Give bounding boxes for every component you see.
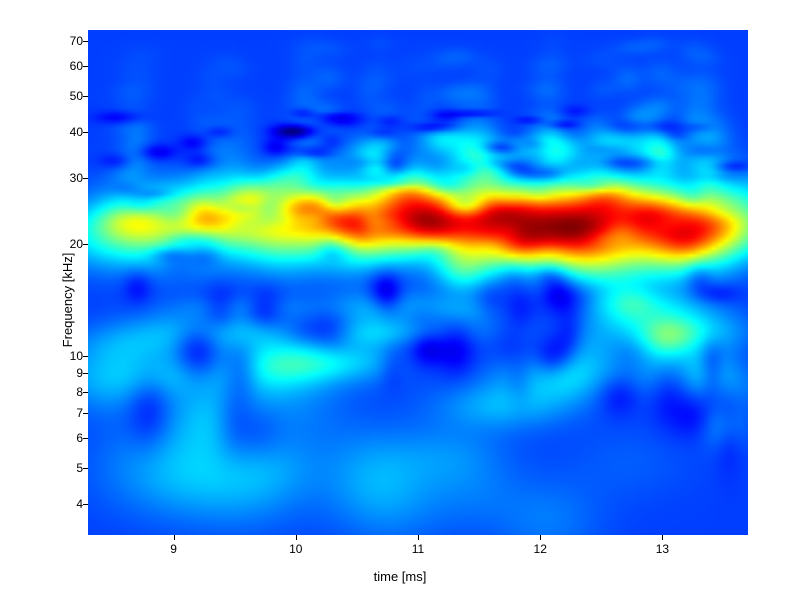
x-tick-mark [296, 535, 297, 540]
y-tick-mark [83, 373, 88, 374]
y-tick-mark [83, 438, 88, 439]
y-tick-label: 30 [53, 171, 83, 185]
x-tick-label: 10 [289, 542, 302, 556]
x-tick-label: 13 [656, 542, 669, 556]
y-tick-label: 10 [53, 349, 83, 363]
x-axis-label: time [ms] [0, 569, 800, 584]
y-tick-label: 6 [53, 431, 83, 445]
y-tick-mark [83, 468, 88, 469]
y-tick-label: 7 [53, 406, 83, 420]
y-tick-label: 60 [53, 59, 83, 73]
y-tick-label: 50 [53, 89, 83, 103]
x-tick-mark [662, 535, 663, 540]
x-tick-label: 11 [412, 542, 424, 556]
x-tick-mark [418, 535, 419, 540]
y-tick-mark [83, 244, 88, 245]
y-tick-label: 20 [53, 237, 83, 251]
y-tick-label: 4 [53, 497, 83, 511]
x-tick-mark [540, 535, 541, 540]
y-tick-mark [83, 504, 88, 505]
y-tick-mark [83, 132, 88, 133]
y-tick-mark [83, 96, 88, 97]
y-tick-mark [83, 178, 88, 179]
y-tick-mark [83, 66, 88, 67]
x-tick-label: 9 [170, 542, 177, 556]
y-tick-label: 70 [53, 34, 83, 48]
spectrogram-plot [88, 30, 748, 535]
x-tick-label: 12 [534, 542, 547, 556]
y-tick-label: 40 [53, 125, 83, 139]
x-tick-mark [174, 535, 175, 540]
y-tick-mark [83, 41, 88, 42]
y-tick-mark [83, 392, 88, 393]
y-tick-label: 8 [53, 385, 83, 399]
y-axis-label: Frequency [kHz] [60, 253, 75, 348]
y-tick-label: 5 [53, 461, 83, 475]
y-tick-mark [83, 413, 88, 414]
y-tick-mark [83, 356, 88, 357]
y-tick-label: 9 [53, 366, 83, 380]
